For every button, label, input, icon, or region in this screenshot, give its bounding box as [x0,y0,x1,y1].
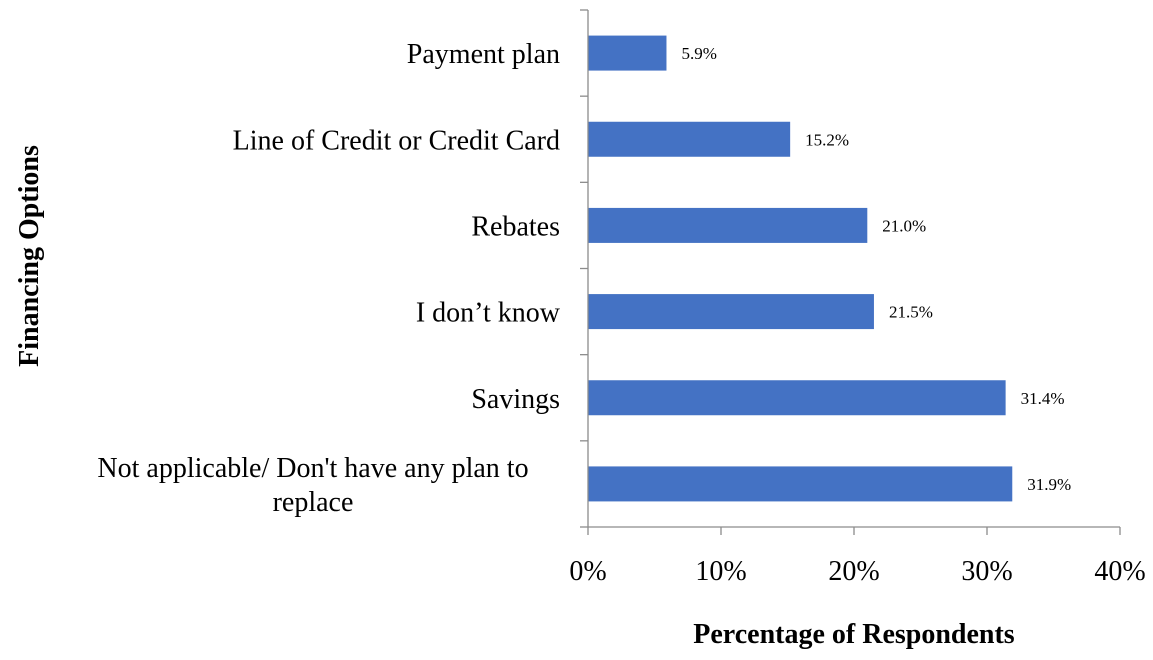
bar [588,466,1013,502]
x-axis-title: Percentage of Respondents [693,619,1015,650]
data-label: 31.9% [1027,475,1071,494]
category-label: Line of Credit or Credit Card [233,125,560,156]
data-label: 15.2% [805,130,849,149]
category-label: Rebates [471,211,560,242]
category-label: I don’t know [416,298,561,329]
data-label: 5.9% [681,44,716,63]
axes-layer [580,9,1121,535]
data-label: 31.4% [1021,389,1065,408]
category-label: replace [273,487,354,518]
category-label: Not applicable/ Don't have any plan to [97,453,528,484]
bars-layer [588,35,1013,502]
bar [588,294,874,330]
x-tick-label: 0% [569,556,606,587]
x-tick-label: 40% [1094,556,1145,587]
category-label: Savings [471,384,560,415]
category-label: Payment plan [407,39,560,70]
bar [588,207,868,243]
bar [588,35,667,71]
bar [588,380,1006,416]
bar [588,121,791,157]
y-axis-title: Financing Options [14,145,45,367]
labels-layer: 0% 10% 20% 30% 40% 5.9% Payment plan 15.2% Line … [97,39,1145,587]
data-label: 21.5% [889,303,933,322]
x-tick-label: 20% [828,556,879,587]
x-tick-label: 10% [695,556,746,587]
data-label: 21.0% [882,216,926,235]
x-tick-label: 30% [961,556,1012,587]
